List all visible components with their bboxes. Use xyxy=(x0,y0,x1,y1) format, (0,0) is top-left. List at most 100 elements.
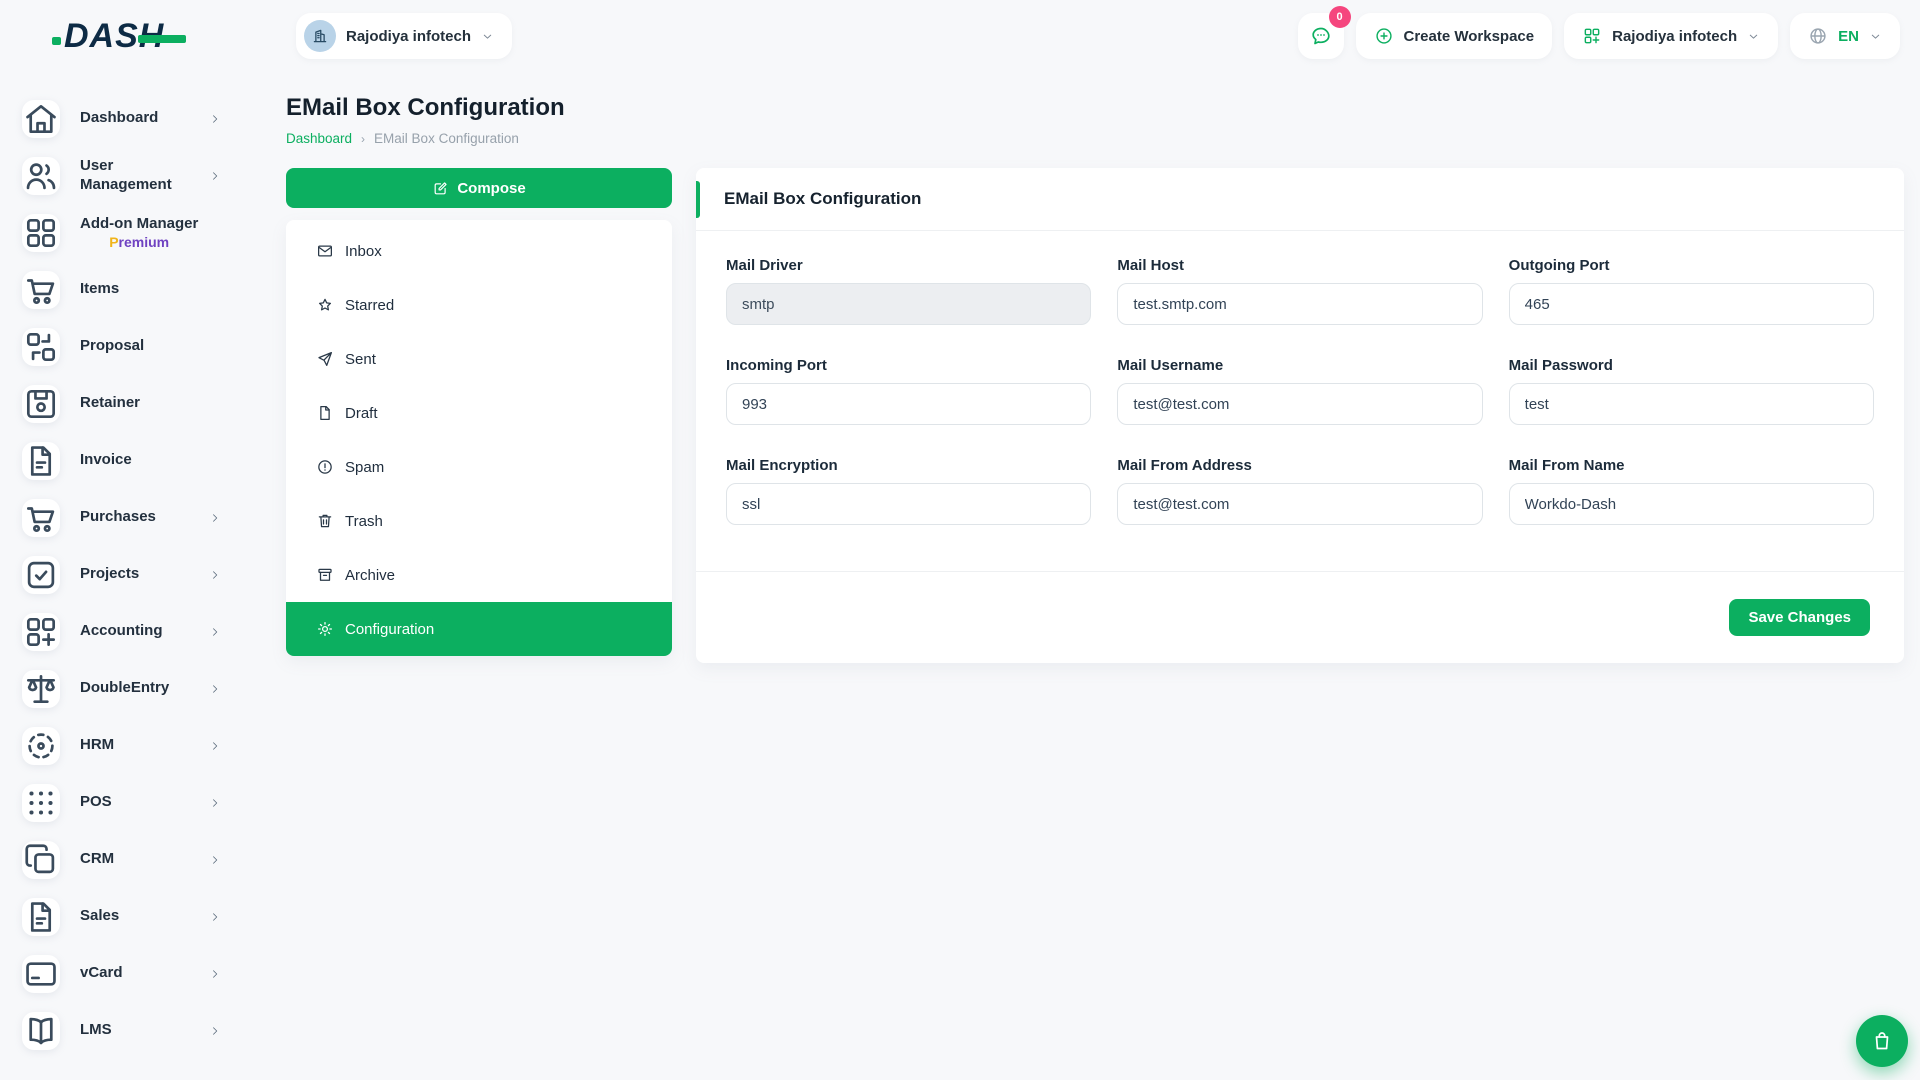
mail-folder-starred[interactable]: Starred xyxy=(286,278,672,332)
sidebar-item-projects[interactable]: Projects xyxy=(22,546,265,603)
sidebar-item-label: Dashboard xyxy=(80,109,159,127)
workspace-selector[interactable]: Rajodiya infotech xyxy=(296,13,513,59)
chevron-down-icon xyxy=(481,30,494,43)
mail-from-name-input[interactable] xyxy=(1508,483,1874,525)
sidebar-item-label: Retainer xyxy=(80,394,141,412)
sidebar-item-label: Items xyxy=(80,280,120,298)
mail-folder-spam[interactable]: Spam xyxy=(286,440,672,494)
save-changes-button[interactable]: Save Changes xyxy=(1729,599,1870,636)
sidebar-item-invoice[interactable]: Invoice xyxy=(22,432,265,489)
app-logo[interactable]: DASH xyxy=(52,17,214,56)
mail-folder-archive[interactable]: Archive xyxy=(286,548,672,602)
sidebar-item-label: Projects xyxy=(80,565,140,583)
file-text-icon xyxy=(22,441,60,480)
mail-folder-inbox[interactable]: Inbox xyxy=(286,224,672,278)
purchase-fab-button[interactable] xyxy=(1856,1015,1908,1067)
dots-grid-icon xyxy=(22,783,60,822)
sidebar-item-vcard[interactable]: vCard xyxy=(22,945,265,1002)
sidebar-item-add-on-manager[interactable]: Add-on Manager Premium xyxy=(22,204,265,261)
sidebar-item-label: vCard xyxy=(80,964,123,982)
sidebar-item-label: Purchases xyxy=(80,508,156,526)
grid-plus-icon xyxy=(22,612,60,651)
sidebar-item-crm[interactable]: CRM xyxy=(22,831,265,888)
sidebar-item-items[interactable]: Items xyxy=(22,261,265,318)
breadcrumb-separator: › xyxy=(361,131,366,146)
chevron-down-icon xyxy=(1869,30,1882,43)
trash-icon xyxy=(316,512,334,530)
create-workspace-label: Create Workspace xyxy=(1403,27,1535,45)
chevron-right-icon xyxy=(209,854,221,866)
draft-icon xyxy=(316,404,334,422)
chevron-down-icon xyxy=(1747,30,1760,43)
mail-menu-column: Compose Inbox Starred Sent Draft Spam Trash Ar… xyxy=(286,168,672,656)
mail-folder-sent[interactable]: Sent xyxy=(286,332,672,386)
scales-icon xyxy=(22,669,60,708)
mail-from-address-input[interactable] xyxy=(1117,483,1483,525)
sidebar-item-label: Invoice xyxy=(80,451,132,469)
send-icon xyxy=(316,350,334,368)
card-header: EMail Box Configuration xyxy=(696,168,1904,231)
company-menu[interactable]: Rajodiya infotech xyxy=(1564,13,1779,59)
mail-folder-label: Archive xyxy=(345,566,396,584)
messages-button[interactable]: 0 xyxy=(1297,6,1351,59)
breadcrumb: Dashboard › EMail Box Configuration xyxy=(286,131,1904,146)
mail-password-input[interactable] xyxy=(1508,383,1874,425)
sidebar-item-lms[interactable]: LMS xyxy=(22,1002,265,1059)
messages-badge: 0 xyxy=(1328,6,1351,28)
mail-folder-trash[interactable]: Trash xyxy=(286,494,672,548)
mail-encryption-input[interactable] xyxy=(726,483,1092,525)
sidebar-item-label: POS xyxy=(80,793,112,811)
workspace-name: Rajodiya infotech xyxy=(346,27,472,45)
mail-folder-label: Sent xyxy=(345,350,376,368)
archive-icon xyxy=(316,566,334,584)
create-workspace-button[interactable]: Create Workspace xyxy=(1355,13,1553,59)
sidebar-item-sales[interactable]: Sales xyxy=(22,888,265,945)
sidebar-item-purchases[interactable]: Purchases xyxy=(22,489,265,546)
mail-host-input[interactable] xyxy=(1117,283,1483,325)
transfer-icon xyxy=(22,327,60,366)
logo-accent-bar xyxy=(138,35,187,43)
email-config-card: EMail Box Configuration Mail Driver Mail … xyxy=(696,168,1904,663)
chevron-right-icon xyxy=(209,1025,221,1037)
sidebar-item-doubleentry[interactable]: DoubleEntry xyxy=(22,660,265,717)
file-text-icon xyxy=(22,897,60,936)
outgoing-port-input[interactable] xyxy=(1508,283,1874,325)
sidebar-item-retainer[interactable]: Retainer xyxy=(22,375,265,432)
chevron-right-icon xyxy=(209,512,221,524)
sidebar-item-proposal[interactable]: Proposal xyxy=(22,318,265,375)
mail-folder-label: Starred xyxy=(345,296,395,314)
sidebar-item-dashboard[interactable]: Dashboard xyxy=(22,90,265,147)
logo-accent-dot xyxy=(52,36,61,45)
field-label: Mail Driver xyxy=(726,257,803,274)
language-selector[interactable]: EN xyxy=(1790,13,1900,59)
mail-username-input[interactable] xyxy=(1117,383,1483,425)
compose-icon xyxy=(432,180,449,197)
field-incoming-port: Incoming Port xyxy=(726,357,1092,425)
card-title: EMail Box Configuration xyxy=(724,189,922,208)
sidebar-item-label: LMS xyxy=(80,1021,112,1039)
breadcrumb-dashboard-link[interactable]: Dashboard xyxy=(286,131,353,146)
page-title: EMail Box Configuration xyxy=(286,94,565,121)
sidebar-item-user-management[interactable]: User Management xyxy=(22,147,265,204)
mail-folder-draft[interactable]: Draft xyxy=(286,386,672,440)
topbar-actions: 0 Create Workspace Rajodiya infotech EN xyxy=(1297,6,1900,59)
field-label: Mail From Name xyxy=(1508,457,1625,474)
sidebar-item-label: Accounting xyxy=(80,622,163,640)
sidebar-item-accounting[interactable]: Accounting xyxy=(22,603,265,660)
incoming-port-input[interactable] xyxy=(726,383,1092,425)
compose-button[interactable]: Compose xyxy=(286,168,672,208)
field-mail-encryption: Mail Encryption xyxy=(726,457,1092,525)
star-icon xyxy=(316,296,334,314)
globe-icon xyxy=(1808,26,1828,46)
field-mail-host: Mail Host xyxy=(1117,257,1483,325)
mail-folder-label: Inbox xyxy=(345,242,382,260)
mail-folder-configuration[interactable]: Configuration xyxy=(286,602,672,656)
config-form: Mail Driver Mail Host Outgoing Port Incomin… xyxy=(696,231,1904,571)
grid-icon xyxy=(22,213,60,252)
field-mail-username: Mail Username xyxy=(1117,357,1483,425)
sidebar-item-hrm[interactable]: HRM xyxy=(22,717,265,774)
sidebar-item-pos[interactable]: POS xyxy=(22,774,265,831)
field-label: Mail Password xyxy=(1508,357,1613,374)
sidebar-item-label: Add-on Manager xyxy=(80,215,199,233)
chat-bubble-icon xyxy=(1309,24,1333,48)
